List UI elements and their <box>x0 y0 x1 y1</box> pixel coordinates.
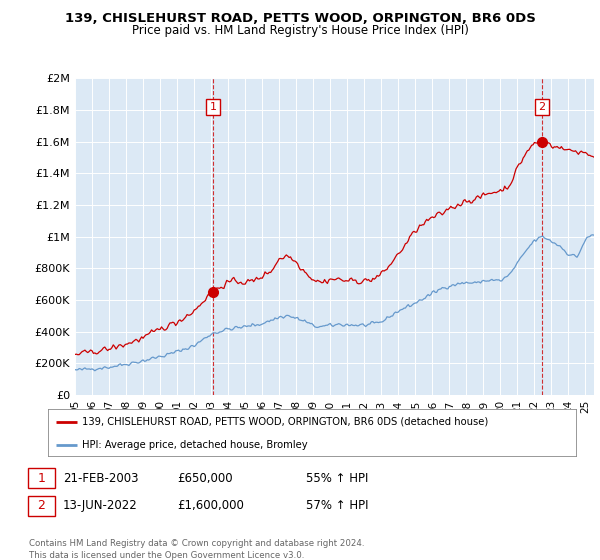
Text: 13-JUN-2022: 13-JUN-2022 <box>63 499 138 512</box>
Text: 2: 2 <box>37 499 46 512</box>
Text: 1: 1 <box>209 102 217 112</box>
Text: £650,000: £650,000 <box>177 472 233 485</box>
Text: 2: 2 <box>539 102 545 112</box>
Text: 21-FEB-2003: 21-FEB-2003 <box>63 472 139 485</box>
Text: Contains HM Land Registry data © Crown copyright and database right 2024.
This d: Contains HM Land Registry data © Crown c… <box>29 539 364 559</box>
Text: 139, CHISLEHURST ROAD, PETTS WOOD, ORPINGTON, BR6 0DS: 139, CHISLEHURST ROAD, PETTS WOOD, ORPIN… <box>65 12 535 25</box>
Text: HPI: Average price, detached house, Bromley: HPI: Average price, detached house, Brom… <box>82 440 308 450</box>
Text: 57% ↑ HPI: 57% ↑ HPI <box>306 499 368 512</box>
Text: 1: 1 <box>37 472 46 485</box>
Text: 139, CHISLEHURST ROAD, PETTS WOOD, ORPINGTON, BR6 0DS (detached house): 139, CHISLEHURST ROAD, PETTS WOOD, ORPIN… <box>82 417 488 427</box>
Text: 55% ↑ HPI: 55% ↑ HPI <box>306 472 368 485</box>
Text: £1,600,000: £1,600,000 <box>177 499 244 512</box>
Text: Price paid vs. HM Land Registry's House Price Index (HPI): Price paid vs. HM Land Registry's House … <box>131 24 469 36</box>
